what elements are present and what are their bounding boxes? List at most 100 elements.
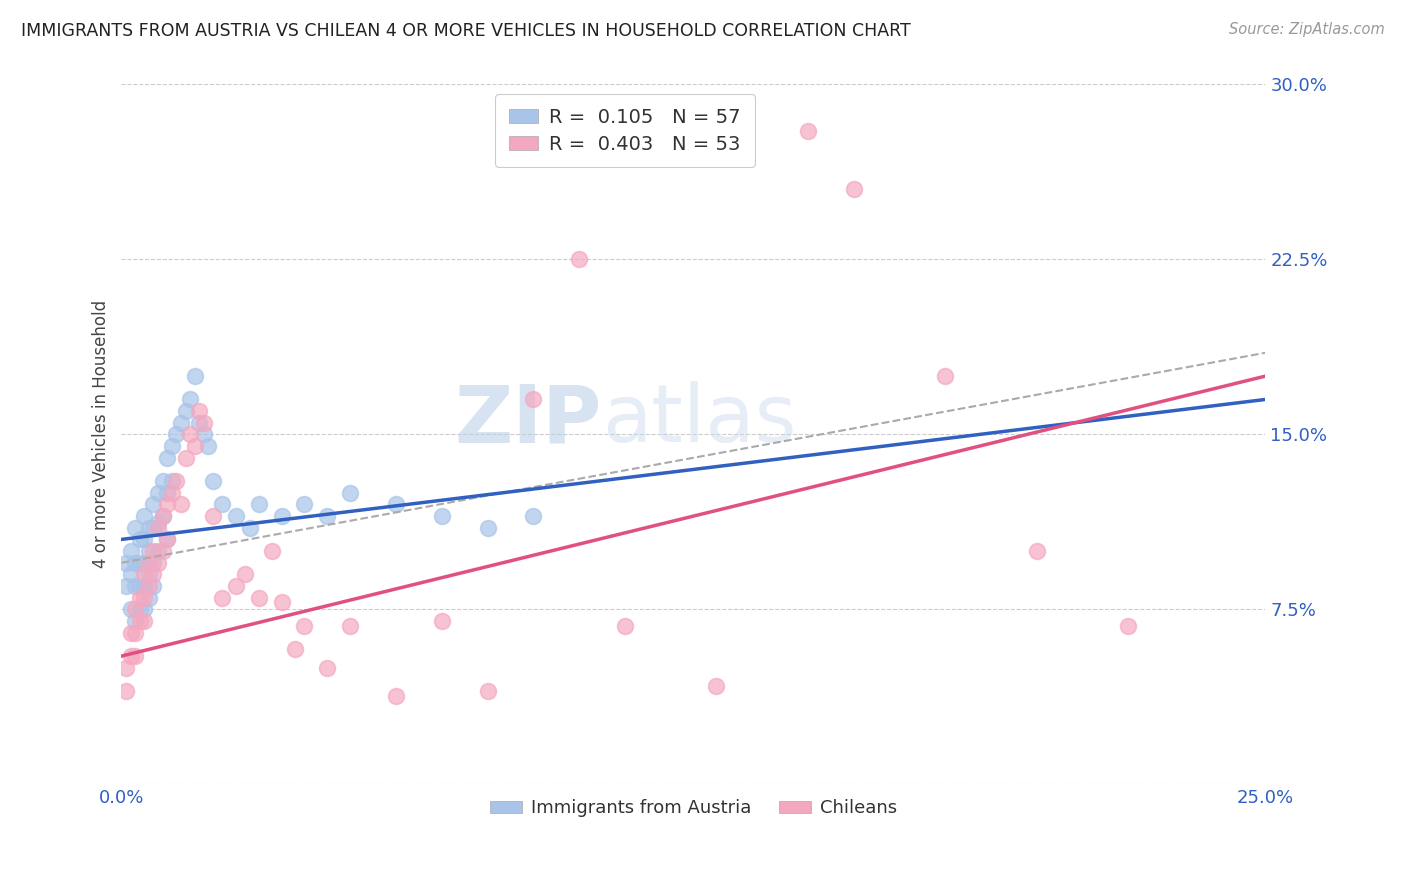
Point <box>704 680 727 694</box>
Point <box>174 450 197 465</box>
Point <box>183 369 205 384</box>
Point <box>138 591 160 605</box>
Point <box>179 392 201 407</box>
Point <box>211 498 233 512</box>
Point <box>183 439 205 453</box>
Point <box>142 579 165 593</box>
Point <box>115 556 138 570</box>
Point <box>1025 544 1047 558</box>
Point <box>128 579 150 593</box>
Point <box>156 485 179 500</box>
Point <box>211 591 233 605</box>
Point <box>270 509 292 524</box>
Point <box>134 614 156 628</box>
Point <box>120 625 142 640</box>
Point <box>146 485 169 500</box>
Point <box>120 567 142 582</box>
Point <box>124 602 146 616</box>
Point <box>385 689 408 703</box>
Point <box>934 369 956 384</box>
Point <box>142 556 165 570</box>
Point <box>146 556 169 570</box>
Point <box>138 521 160 535</box>
Point <box>115 579 138 593</box>
Point <box>247 498 270 512</box>
Point <box>613 619 636 633</box>
Point <box>174 404 197 418</box>
Point <box>124 579 146 593</box>
Text: ZIP: ZIP <box>454 382 602 459</box>
Point <box>134 602 156 616</box>
Point <box>430 614 453 628</box>
Point <box>1116 619 1139 633</box>
Point <box>152 544 174 558</box>
Point <box>188 416 211 430</box>
Point <box>138 556 160 570</box>
Point <box>120 649 142 664</box>
Point <box>522 392 544 407</box>
Point <box>134 533 156 547</box>
Point <box>165 474 187 488</box>
Point <box>134 579 156 593</box>
Point <box>201 509 224 524</box>
Point <box>124 556 146 570</box>
Point <box>124 521 146 535</box>
Point <box>146 516 169 530</box>
Point <box>115 684 138 698</box>
Point <box>165 427 187 442</box>
Point <box>247 591 270 605</box>
Point <box>179 427 201 442</box>
Point <box>201 474 224 488</box>
Point <box>284 642 307 657</box>
Point <box>225 509 247 524</box>
Point <box>160 439 183 453</box>
Point <box>568 252 591 267</box>
Point <box>270 595 292 609</box>
Point <box>134 509 156 524</box>
Point <box>430 509 453 524</box>
Point <box>156 450 179 465</box>
Point <box>124 649 146 664</box>
Point <box>146 544 169 558</box>
Point <box>142 498 165 512</box>
Point <box>193 427 215 442</box>
Point <box>128 602 150 616</box>
Point <box>128 614 150 628</box>
Point <box>138 567 160 582</box>
Point <box>797 124 820 138</box>
Point <box>262 544 284 558</box>
Point <box>142 567 165 582</box>
Point <box>156 533 179 547</box>
Point <box>134 556 156 570</box>
Point <box>120 544 142 558</box>
Point <box>339 619 361 633</box>
Text: Source: ZipAtlas.com: Source: ZipAtlas.com <box>1229 22 1385 37</box>
Point <box>477 684 499 698</box>
Point <box>152 474 174 488</box>
Point <box>152 509 174 524</box>
Text: atlas: atlas <box>602 382 796 459</box>
Text: IMMIGRANTS FROM AUSTRIA VS CHILEAN 4 OR MORE VEHICLES IN HOUSEHOLD CORRELATION C: IMMIGRANTS FROM AUSTRIA VS CHILEAN 4 OR … <box>21 22 911 40</box>
Point <box>138 544 160 558</box>
Point <box>128 591 150 605</box>
Point <box>385 498 408 512</box>
Point <box>170 416 193 430</box>
Point <box>170 498 193 512</box>
Point <box>142 521 165 535</box>
Point <box>160 474 183 488</box>
Point <box>522 509 544 524</box>
Point <box>142 544 165 558</box>
Point <box>188 404 211 418</box>
Point <box>124 625 146 640</box>
Point <box>193 416 215 430</box>
Point <box>160 485 183 500</box>
Point <box>225 579 247 593</box>
Point <box>138 579 160 593</box>
Point <box>128 556 150 570</box>
Point <box>156 498 179 512</box>
Point <box>316 509 339 524</box>
Point <box>294 619 316 633</box>
Point <box>120 602 142 616</box>
Point <box>146 521 169 535</box>
Point <box>156 533 179 547</box>
